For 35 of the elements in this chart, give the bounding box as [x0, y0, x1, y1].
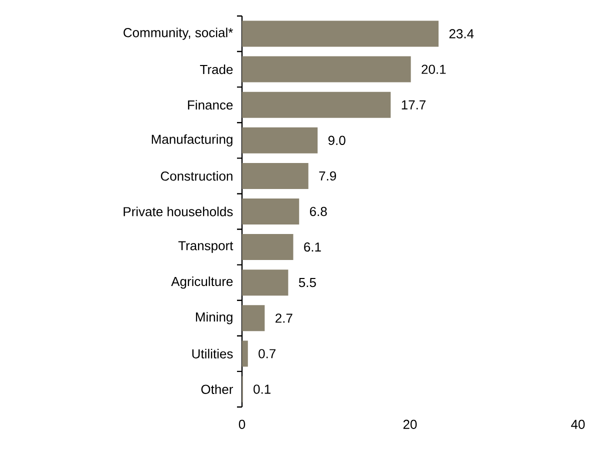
bar — [242, 20, 439, 47]
y-tick-label: Trade — [200, 64, 233, 74]
data-label: 23.4 — [449, 29, 474, 38]
bar — [242, 270, 288, 296]
bar — [242, 92, 391, 118]
y-tick-label: Mining — [196, 312, 232, 324]
y-tick-label: Construction — [160, 171, 232, 181]
y-tick-label: Private households — [124, 206, 233, 216]
data-label: 0.7 — [258, 349, 276, 358]
y-tick-label: Other — [201, 384, 234, 394]
y-tick-label: Manufacturing — [152, 134, 232, 146]
bar — [242, 305, 265, 332]
x-tick-label: 40 — [571, 420, 585, 429]
data-label: 17.7 — [402, 100, 426, 110]
data-label: 6.1 — [304, 242, 321, 252]
data-label: 7.9 — [319, 171, 336, 181]
x-tick-label: 0 — [238, 420, 246, 429]
data-label: 2.7 — [276, 314, 292, 323]
bar — [242, 340, 248, 367]
data-label: 20.1 — [422, 64, 446, 74]
data-label: 5.5 — [298, 278, 316, 288]
y-tick-label: Finance — [188, 100, 233, 110]
bar — [242, 162, 308, 189]
bar — [242, 127, 318, 154]
y-tick-label: Transport — [178, 241, 234, 253]
x-tick-label: 20 — [403, 420, 417, 429]
data-label: 6.8 — [310, 206, 327, 216]
bar — [242, 198, 300, 224]
bar — [242, 56, 411, 82]
data-label: 0.1 — [254, 384, 270, 394]
y-tick-label: Community, social* — [124, 28, 233, 40]
y-tick-label: Agriculture — [171, 276, 233, 289]
data-label: 9.0 — [328, 136, 346, 145]
y-tick-label: Utilities — [192, 348, 233, 358]
bar — [242, 234, 294, 260]
